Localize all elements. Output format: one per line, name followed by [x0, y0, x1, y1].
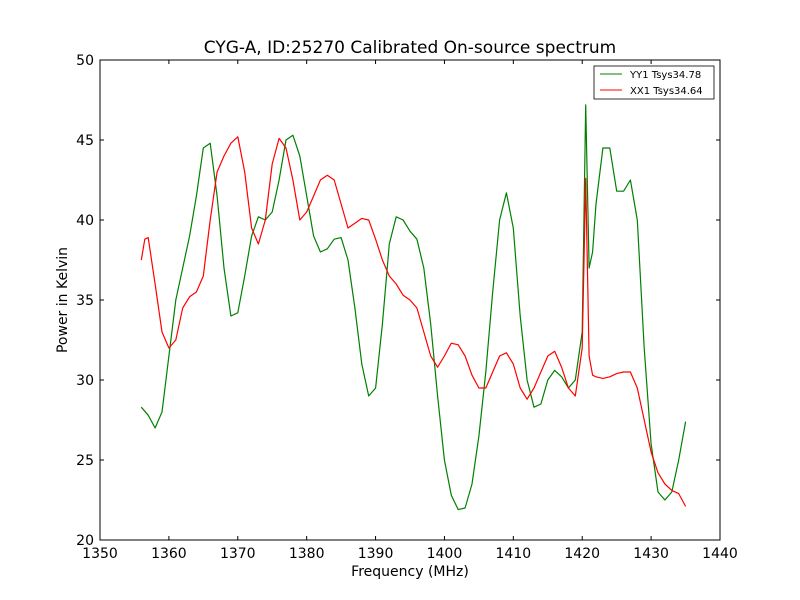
series-lines	[140, 104, 687, 511]
x-tick-label: 1390	[358, 546, 394, 562]
x-tick-label: 1420	[564, 546, 600, 562]
axis-ticks: 1350 1360 1370 1380 1390 1400 1410 1420 1430 1440…	[76, 53, 738, 562]
chart-title: CYG-A, ID:25270 Calibrated On-source spe…	[204, 38, 616, 58]
y-tick-label: 50	[76, 53, 94, 69]
legend-label-xx1: XX1 Tsys34.64	[630, 86, 703, 97]
plot-frame	[99, 59, 721, 541]
series-line-0	[140, 104, 687, 511]
x-tick-label: 1410	[496, 546, 532, 562]
y-tick-label: 40	[76, 213, 94, 229]
y-tick-label: 25	[76, 453, 94, 469]
x-tick-label: 1400	[427, 546, 463, 562]
x-tick-label: 1360	[151, 546, 187, 562]
series-line-1	[140, 136, 687, 507]
x-tick-label: 1370	[220, 546, 256, 562]
y-tick-label: 30	[76, 373, 94, 389]
x-tick-label: 1350	[82, 546, 118, 562]
y-tick-label: 20	[76, 533, 94, 549]
y-axis-label: Power in Kelvin	[55, 247, 71, 353]
legend-box	[593, 65, 715, 100]
x-tick-label: 1380	[289, 546, 325, 562]
legend: YY1 Tsys34.78 XX1 Tsys34.64	[593, 65, 715, 100]
x-tick-label: 1430	[633, 546, 669, 562]
x-tick-label: 1440	[702, 546, 738, 562]
y-tick-label: 45	[76, 133, 94, 149]
legend-label-yy1: YY1 Tsys34.78	[629, 70, 701, 81]
y-tick-label: 35	[76, 293, 94, 309]
x-axis-label: Frequency (MHz)	[351, 564, 469, 580]
